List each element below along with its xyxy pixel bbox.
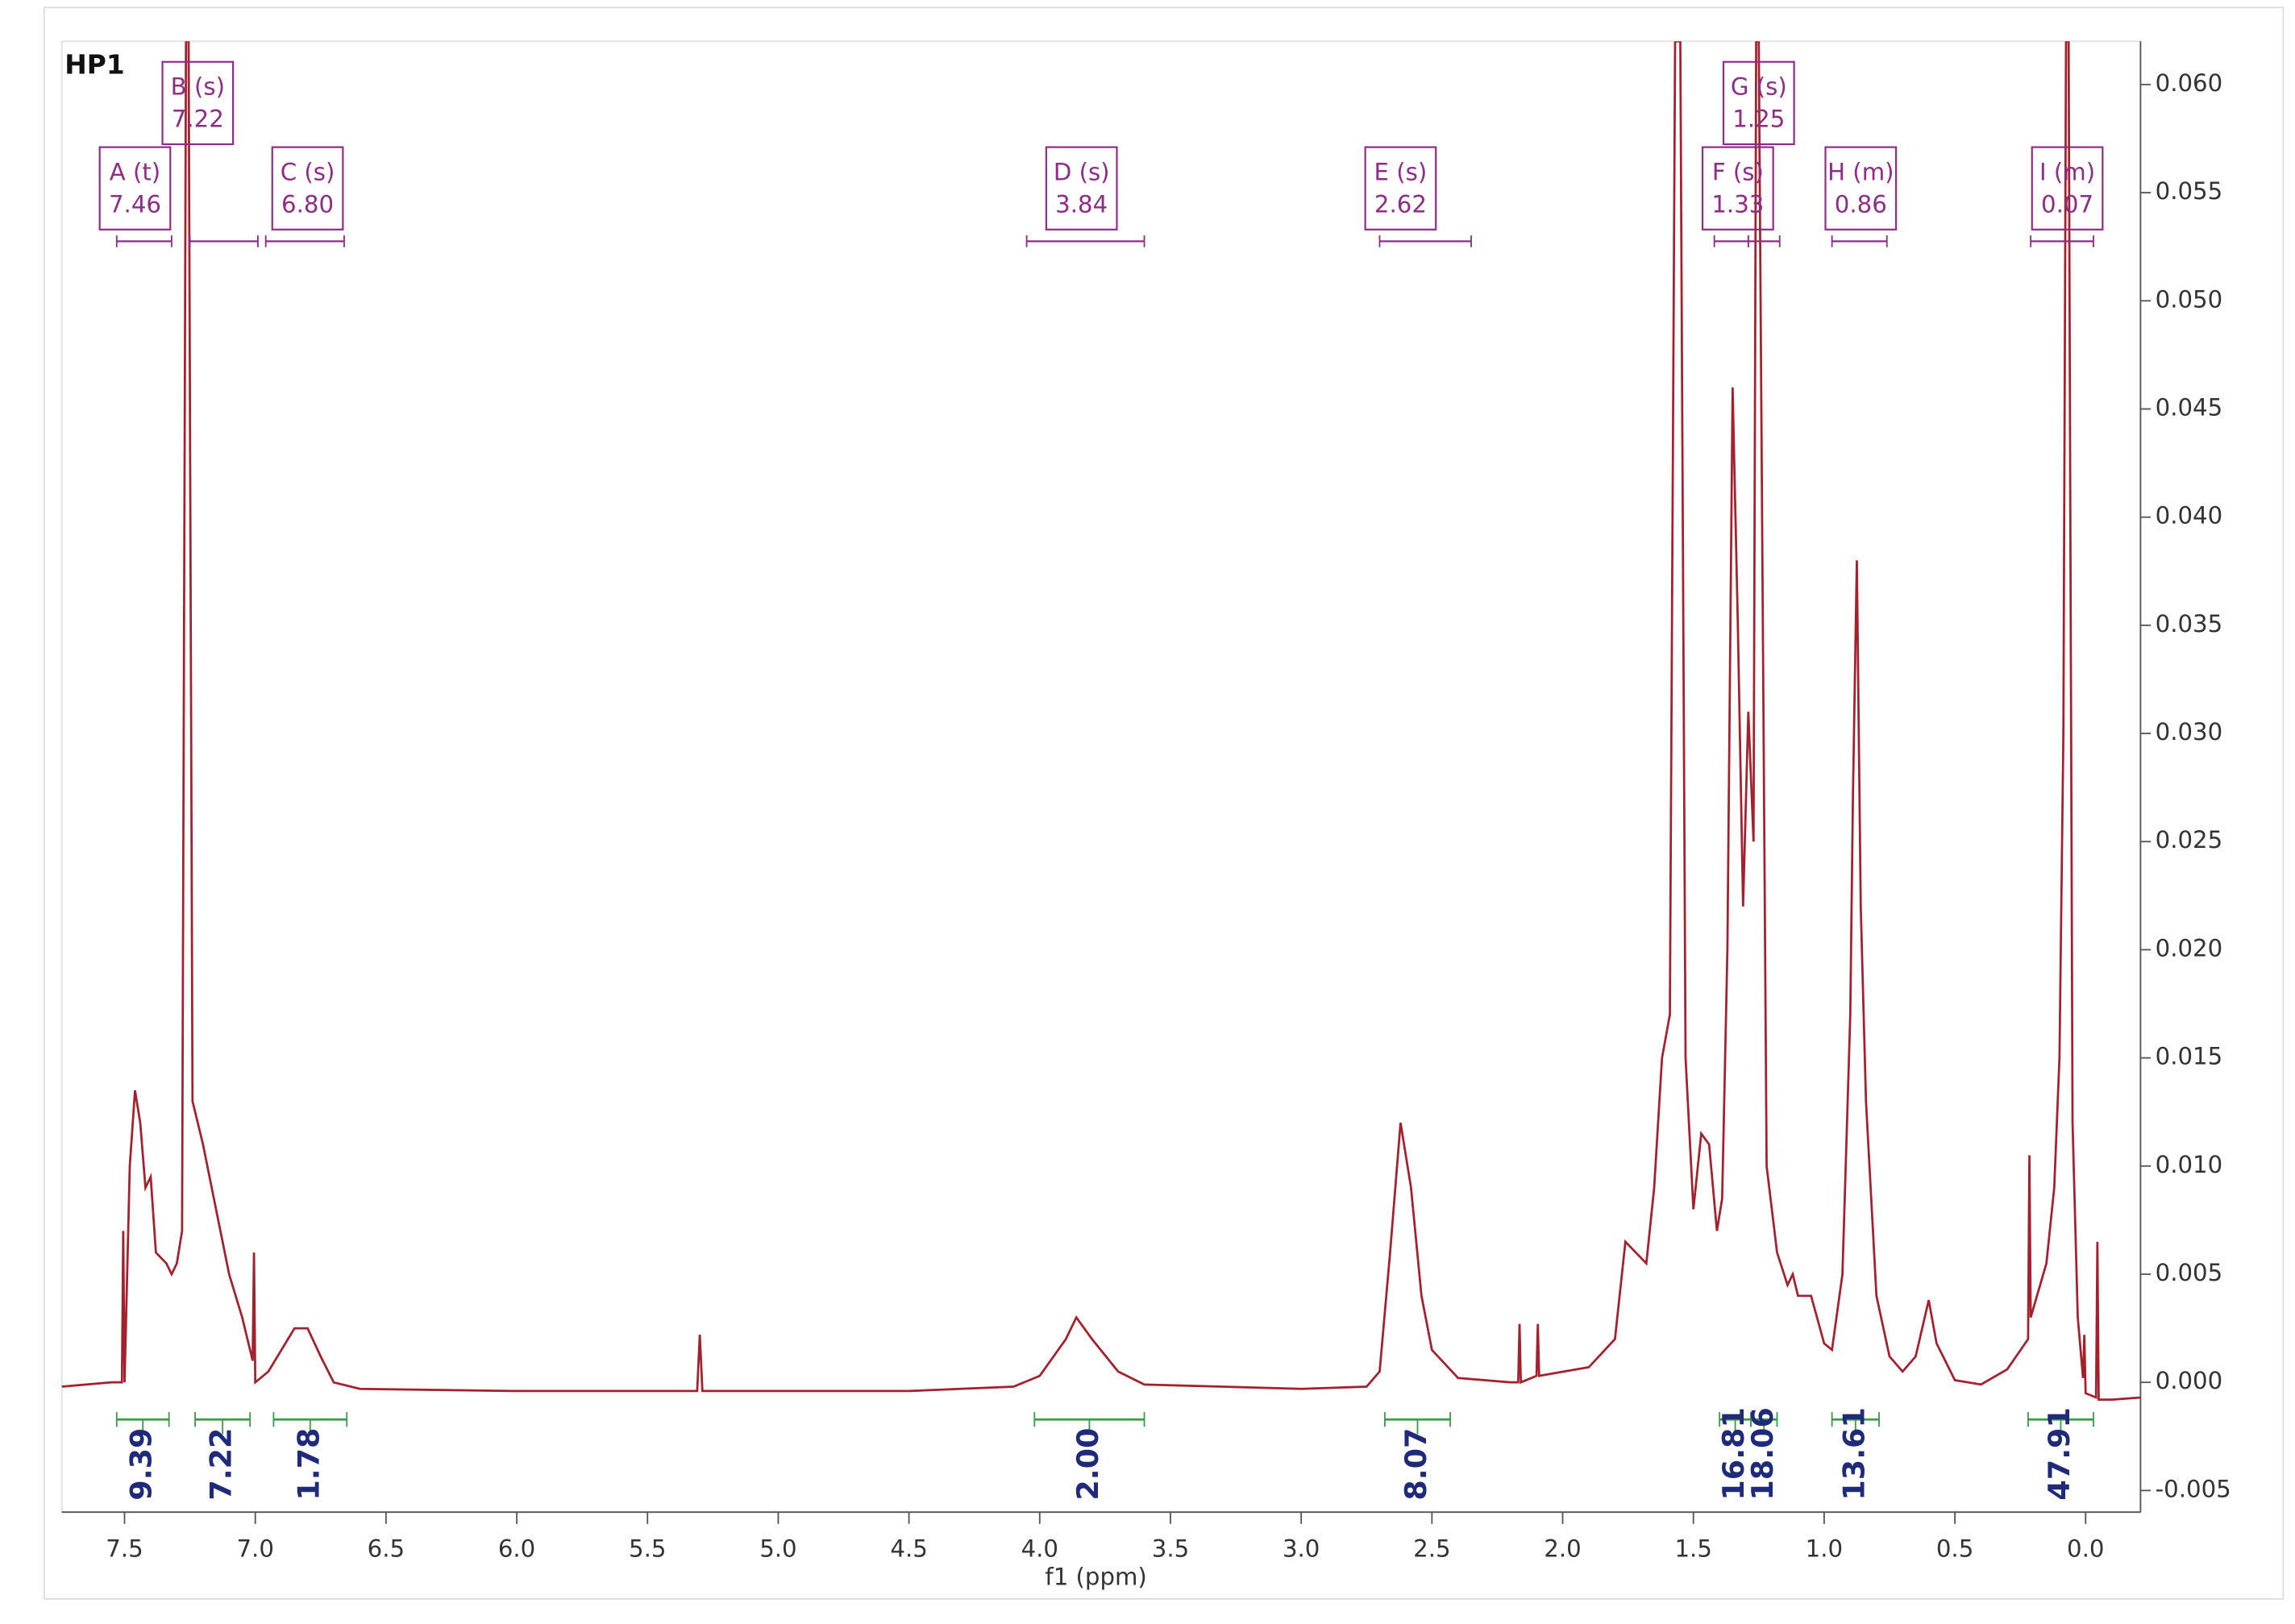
x-tick-label: 7.5 [106,1535,143,1563]
multiplet-box [161,60,235,146]
x-tick-label: 1.0 [1806,1535,1843,1563]
x-tick-label: 0.5 [1936,1535,1973,1563]
x-tick-label: 3.5 [1152,1535,1189,1563]
y-tick-label: 0.025 [2156,826,2223,854]
multiplet-shift: 0.86 [1835,191,1887,218]
integral-value: 16.81 [1716,1407,1751,1500]
integral-value: 13.61 [1836,1407,1871,1500]
multiplet-shift: 2.62 [1374,191,1427,218]
multiplet-shift: 1.33 [1711,191,1764,218]
chart-title: HP1 [64,50,124,81]
x-tick-label: 6.0 [498,1535,535,1563]
x-tick-label: 7.0 [236,1535,273,1563]
multiplet-name: C (s) [281,158,335,185]
y-tick-label: 0.000 [2156,1367,2223,1394]
multiplet-name: B (s) [171,73,225,101]
y-tick-label: 0.050 [2156,285,2223,313]
y-tick-label: 0.045 [2156,393,2223,421]
x-axis-label: f1 (ppm) [1045,1563,1146,1590]
integral-value: 47.91 [2042,1407,2077,1500]
multiplet-box [1701,146,1774,231]
multiplet-box [1824,146,1898,231]
x-tick-label: 2.5 [1413,1535,1450,1563]
multiplet-shift: 1.25 [1732,106,1785,133]
x-tick-label: 0.0 [2067,1535,2104,1563]
y-tick-label: 0.010 [2156,1151,2223,1178]
integral-value: 18.06 [1745,1407,1780,1500]
multiplet-shift: 6.80 [281,191,334,218]
x-tick-label: 4.5 [890,1535,927,1563]
y-tick-label: 0.035 [2156,610,2223,638]
x-tick-label: 4.0 [1021,1535,1058,1563]
integral-value: 9.39 [124,1428,159,1501]
frame [43,6,2285,1600]
y-tick-label: 0.040 [2156,502,2223,530]
integral-value: 8.07 [1399,1428,1433,1501]
multiplet-box [2031,146,2104,231]
x-tick-label: 5.0 [759,1535,796,1563]
y-tick-label: 0.020 [2156,934,2223,962]
multiplet-box [271,146,344,231]
multiplet-name: I (m) [2039,158,2095,185]
multiplet-shift: 7.22 [172,106,224,133]
multiplet-name: H (m) [1827,158,1894,185]
y-tick-label: -0.005 [2156,1475,2231,1502]
multiplet-box [1045,146,1118,231]
multiplet-shift: 3.84 [1055,191,1108,218]
x-tick-label: 2.0 [1544,1535,1581,1563]
integral-value: 2.00 [1071,1428,1105,1501]
multiplet-name: G (s) [1731,73,1787,101]
integral-value: 7.22 [204,1428,239,1501]
y-tick-label: 0.060 [2156,69,2223,97]
x-tick-label: 6.5 [368,1535,405,1563]
y-tick-label: 0.055 [2156,177,2223,205]
multiplet-name: F (s) [1712,158,1764,185]
multiplet-box [98,146,172,231]
x-tick-label: 1.5 [1674,1535,1711,1563]
multiplet-name: E (s) [1374,158,1428,185]
y-tick-label: 0.015 [2156,1043,2223,1070]
y-tick-label: 0.030 [2156,718,2223,746]
y-tick-label: 0.005 [2156,1259,2223,1286]
x-tick-label: 3.0 [1283,1535,1320,1563]
multiplet-name: A (t) [110,158,160,185]
multiplet-box [1722,60,1795,146]
x-tick-label: 5.5 [629,1535,666,1563]
spectrum-line [61,41,2141,1402]
multiplet-name: D (s) [1054,158,1110,185]
multiplet-shift: 7.46 [109,191,161,218]
integral-value: 1.78 [291,1428,326,1501]
multiplet-shift: 0.07 [2041,191,2093,218]
multiplet-box [1364,146,1437,231]
